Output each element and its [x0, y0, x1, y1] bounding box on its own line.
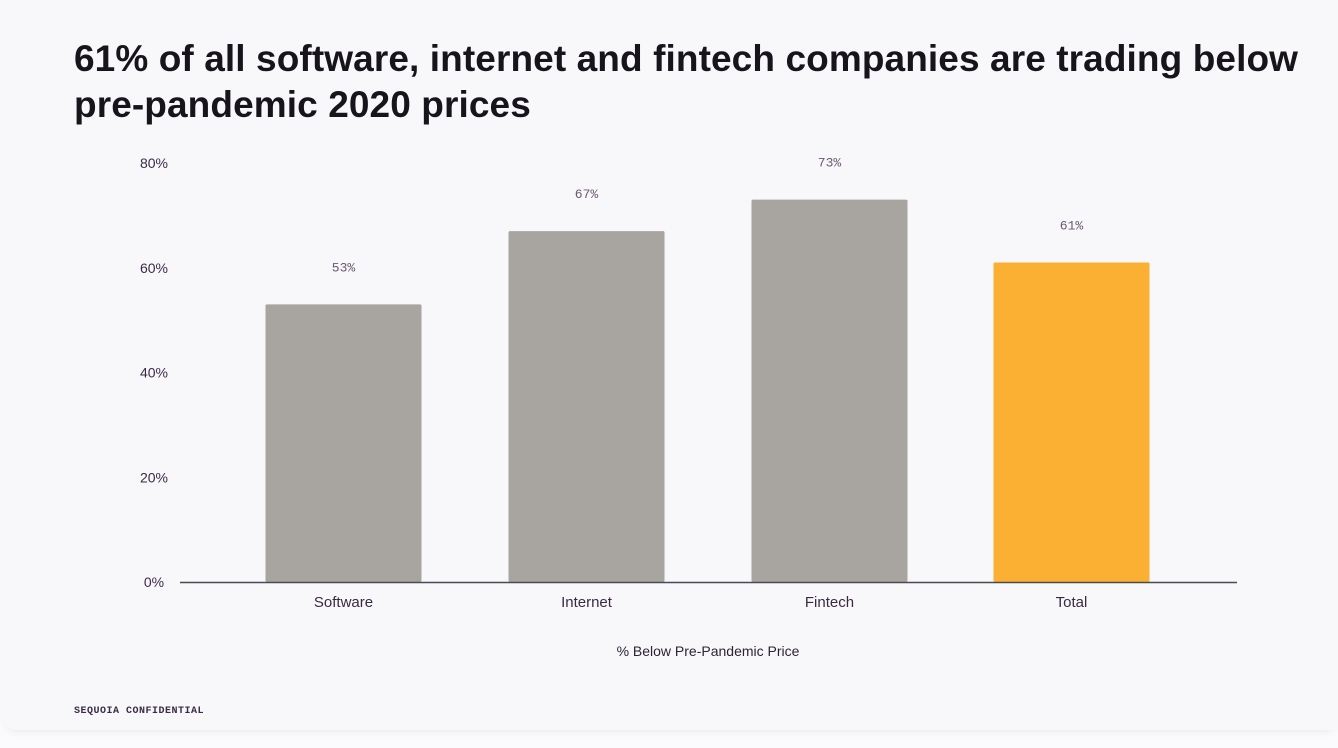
slide-title: 61% of all software, internet and fintec…: [74, 38, 1299, 125]
category-label: Total: [1056, 594, 1088, 611]
x-axis-label: % Below Pre-Pandemic Price: [617, 643, 800, 659]
bar-total: [993, 262, 1150, 582]
data-label: 73%: [818, 156, 842, 171]
y-tick-label: 20%: [140, 469, 168, 485]
bar-fintech: [751, 199, 908, 582]
category-labels: Software Internet Fintech Total: [314, 594, 1087, 611]
y-tick-label: 40%: [140, 365, 168, 381]
bar-chart: 0% 20% 40% 60% 80% 53% 67% 73% 61% Software Inte…: [140, 155, 1237, 659]
bar-internet: [508, 231, 665, 582]
slide: 61% of all software, internet and fintec…: [74, 38, 1299, 717]
bars: [265, 199, 1150, 582]
category-label: Internet: [561, 594, 613, 611]
data-labels: 53% 67% 73% 61%: [332, 156, 1084, 276]
category-label: Software: [314, 594, 373, 611]
data-label: 53%: [332, 260, 356, 275]
data-label: 61%: [1060, 219, 1084, 234]
bar-software: [265, 304, 422, 582]
footer-confidential: SEQUOIA CONFIDENTIAL: [74, 706, 205, 717]
category-label: Fintech: [805, 594, 854, 611]
y-tick-label: 80%: [140, 155, 168, 171]
y-axis-ticks: 0% 20% 40% 60% 80%: [140, 155, 168, 590]
y-tick-label: 0%: [144, 574, 164, 590]
y-tick-label: 60%: [140, 260, 168, 276]
data-label: 67%: [575, 187, 599, 202]
